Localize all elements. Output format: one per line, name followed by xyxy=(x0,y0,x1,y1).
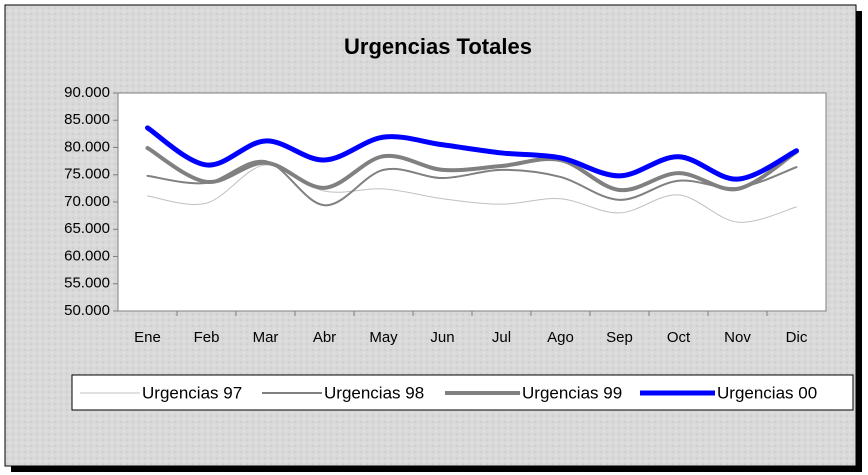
y-tick-label: 65.000 xyxy=(64,220,110,237)
legend-label: Urgencias 97 xyxy=(142,383,242,402)
series-line xyxy=(145,125,799,182)
x-tick-label: Dic xyxy=(786,329,808,346)
chart-title: Urgencias Totales xyxy=(344,34,532,59)
y-tick-label: 85.000 xyxy=(64,111,110,128)
x-tick-label: Abr xyxy=(313,329,336,346)
x-tick-label: Oct xyxy=(667,329,691,346)
x-tick-label: Jul xyxy=(492,329,511,346)
legend-label: Urgencias 00 xyxy=(717,383,817,402)
x-tick-label: Jun xyxy=(430,329,454,346)
y-tick-label: 90.000 xyxy=(64,84,110,101)
x-tick-label: Nov xyxy=(724,329,751,346)
legend-label: Urgencias 98 xyxy=(324,383,424,402)
series-line xyxy=(145,146,799,193)
y-tick-label: 50.000 xyxy=(64,302,110,319)
x-tick-label: Mar xyxy=(253,329,279,346)
legend-label: Urgencias 99 xyxy=(522,383,622,402)
y-tick-label: 80.000 xyxy=(64,138,110,155)
x-tick-label: May xyxy=(369,329,398,346)
x-tick-label: Ene xyxy=(134,329,161,346)
y-tick-label: 75.000 xyxy=(64,166,110,183)
x-tick-label: Sep xyxy=(606,329,633,346)
x-tick-label: Feb xyxy=(194,329,220,346)
y-tick-label: 70.000 xyxy=(64,193,110,210)
y-tick-label: 55.000 xyxy=(64,275,110,292)
y-tick-label: 60.000 xyxy=(64,247,110,264)
series-line xyxy=(147,164,797,223)
x-tick-label: Ago xyxy=(547,329,574,346)
